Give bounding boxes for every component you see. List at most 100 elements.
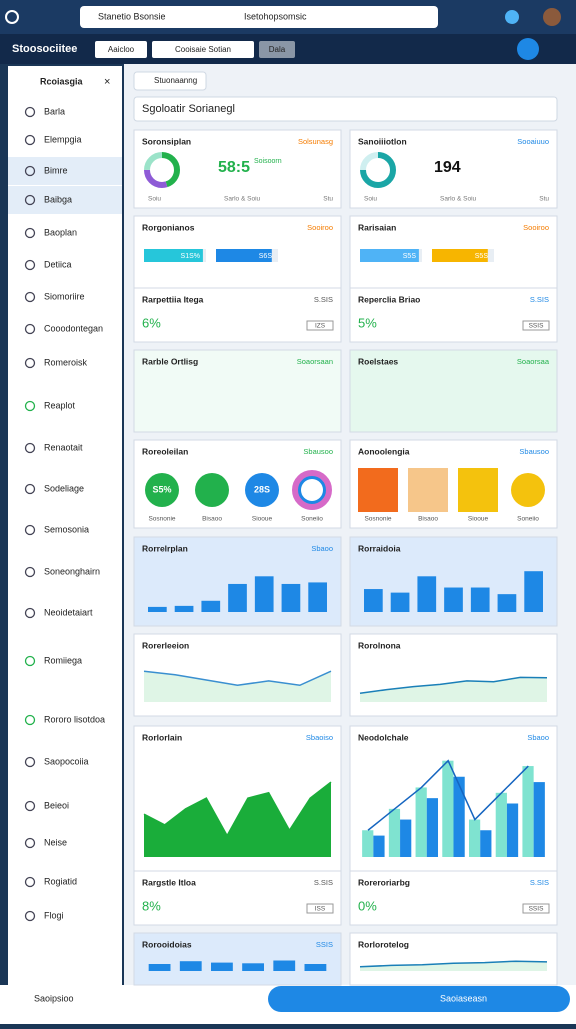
card-badge: S.SIS xyxy=(530,878,549,887)
sidebar-item[interactable]: Romeroisk xyxy=(44,357,88,367)
bar xyxy=(426,798,439,857)
sidebar-item[interactable]: Bimre xyxy=(44,165,68,175)
sidebar-item[interactable]: Romiiega xyxy=(44,655,82,665)
sidebar-item[interactable]: Neoidetaiart xyxy=(44,607,93,617)
bar xyxy=(533,782,545,857)
stat-tag-box xyxy=(522,320,550,331)
card xyxy=(133,349,342,433)
circle-caption: Bisaoo xyxy=(418,516,438,523)
circle-caption: Sosnonie xyxy=(148,516,175,523)
card-title: Rorlorlain xyxy=(142,732,182,742)
back-icon[interactable] xyxy=(5,10,19,24)
sidebar-item[interactable]: Semosonia xyxy=(44,524,89,534)
card-badge: Sooiroo xyxy=(523,223,549,232)
bar xyxy=(242,963,264,971)
card-badge: Sbausoo xyxy=(303,447,333,456)
card-badge: Sooaiuuo xyxy=(517,137,549,146)
header-action[interactable] xyxy=(517,38,539,60)
line xyxy=(367,759,529,831)
sidebar-item[interactable]: Baibga xyxy=(44,194,72,204)
card-title: Rorolnona xyxy=(358,640,401,650)
tile xyxy=(458,468,498,512)
card-badge: S.SIS xyxy=(530,295,549,304)
stat-tag: SSIS xyxy=(529,906,544,913)
card-title: Rorgonianos xyxy=(142,222,195,232)
bar xyxy=(442,760,454,857)
tile xyxy=(358,468,398,512)
progress-label: S6S xyxy=(259,253,273,260)
item-icon xyxy=(24,800,36,812)
item-icon xyxy=(24,357,36,369)
sidebar-item[interactable]: Flogi xyxy=(44,910,64,920)
profile-icon[interactable] xyxy=(505,10,519,24)
sidebar-item[interactable]: Reaplot xyxy=(44,400,76,410)
bottom-button-label: Saoiaseasn xyxy=(440,993,487,1003)
sidebar-item[interactable]: Cooodontegan xyxy=(44,323,103,333)
tab[interactable] xyxy=(95,41,147,58)
area xyxy=(144,782,331,857)
foot-label: Sarlo & Soiu xyxy=(224,196,261,203)
donut-segment xyxy=(144,152,180,188)
item-icon xyxy=(24,323,36,335)
foot-label: Soiu xyxy=(148,196,161,203)
item-icon xyxy=(24,837,36,849)
card-badge: S.SIS xyxy=(314,295,333,304)
card-badge: Soaorsaan xyxy=(297,357,333,366)
address-bar[interactable] xyxy=(80,6,438,28)
card-title: Rorraidoia xyxy=(358,543,401,553)
sidebar-item[interactable]: Rororo lisotdoa xyxy=(44,714,105,724)
card-title: Rorooidoias xyxy=(142,939,192,949)
circle-caption: Siooue xyxy=(252,516,273,523)
chip-label: Stuonaanng xyxy=(154,76,197,85)
circle-caption: Soneiio xyxy=(517,516,539,523)
app-title: Stoosociitee xyxy=(12,43,77,55)
foot-label: Sarlo & Soiu xyxy=(440,196,477,203)
bar xyxy=(362,830,374,857)
stat-value: 5% xyxy=(358,315,377,330)
tab-label: Cooisaie Sotian xyxy=(175,45,231,54)
progress-label: S5S xyxy=(403,253,417,260)
bar xyxy=(211,962,233,971)
tab[interactable] xyxy=(152,41,254,58)
foot-label: Soiu xyxy=(364,196,377,203)
sidebar-item[interactable]: Beieoi xyxy=(44,800,69,810)
item-icon xyxy=(24,400,36,412)
card-badge: Sbaoiso xyxy=(306,733,333,742)
sidebar-item[interactable]: Siomoriire xyxy=(44,291,85,301)
bar xyxy=(174,605,194,612)
circle-item xyxy=(511,473,545,507)
tab-label: Aaicloo xyxy=(108,45,135,54)
sidebar-item[interactable]: Barla xyxy=(44,106,65,116)
card-badge: Soaorsaa xyxy=(517,357,550,366)
item-icon xyxy=(24,714,36,726)
card xyxy=(133,287,342,343)
card-title: Soronsiplan xyxy=(142,136,191,146)
bar xyxy=(444,587,463,612)
card-badge: Solsunasg xyxy=(298,137,333,146)
close[interactable]: × xyxy=(104,76,110,88)
area xyxy=(360,961,547,971)
sidebar-item[interactable]: Renaotait xyxy=(44,442,83,452)
search-bar[interactable] xyxy=(133,96,558,122)
sidebar-item[interactable]: Neise xyxy=(44,837,67,847)
stat-tag-box xyxy=(522,903,550,914)
bottom-button[interactable] xyxy=(268,986,570,1012)
sidebar-item[interactable]: Sodeliage xyxy=(44,483,84,493)
sidebar-item[interactable]: Elempgia xyxy=(44,134,82,144)
bar xyxy=(373,835,385,857)
sidebar-item[interactable]: Baoplan xyxy=(44,227,77,237)
bar xyxy=(453,776,465,857)
avatar[interactable] xyxy=(543,8,561,26)
tab[interactable] xyxy=(259,41,295,58)
card xyxy=(133,932,342,986)
ring-hole xyxy=(301,479,323,501)
bar xyxy=(388,808,401,857)
stat-value: 8% xyxy=(142,898,161,913)
chip[interactable] xyxy=(133,71,207,91)
sidebar-item[interactable]: Detiica xyxy=(44,259,72,269)
card-badge: S.SIS xyxy=(314,878,333,887)
sidebar-item[interactable]: Saopocoiia xyxy=(44,756,89,766)
sidebar-item[interactable]: Soneonghairn xyxy=(44,566,100,576)
sidebar-item[interactable]: Rogiatid xyxy=(44,876,77,886)
